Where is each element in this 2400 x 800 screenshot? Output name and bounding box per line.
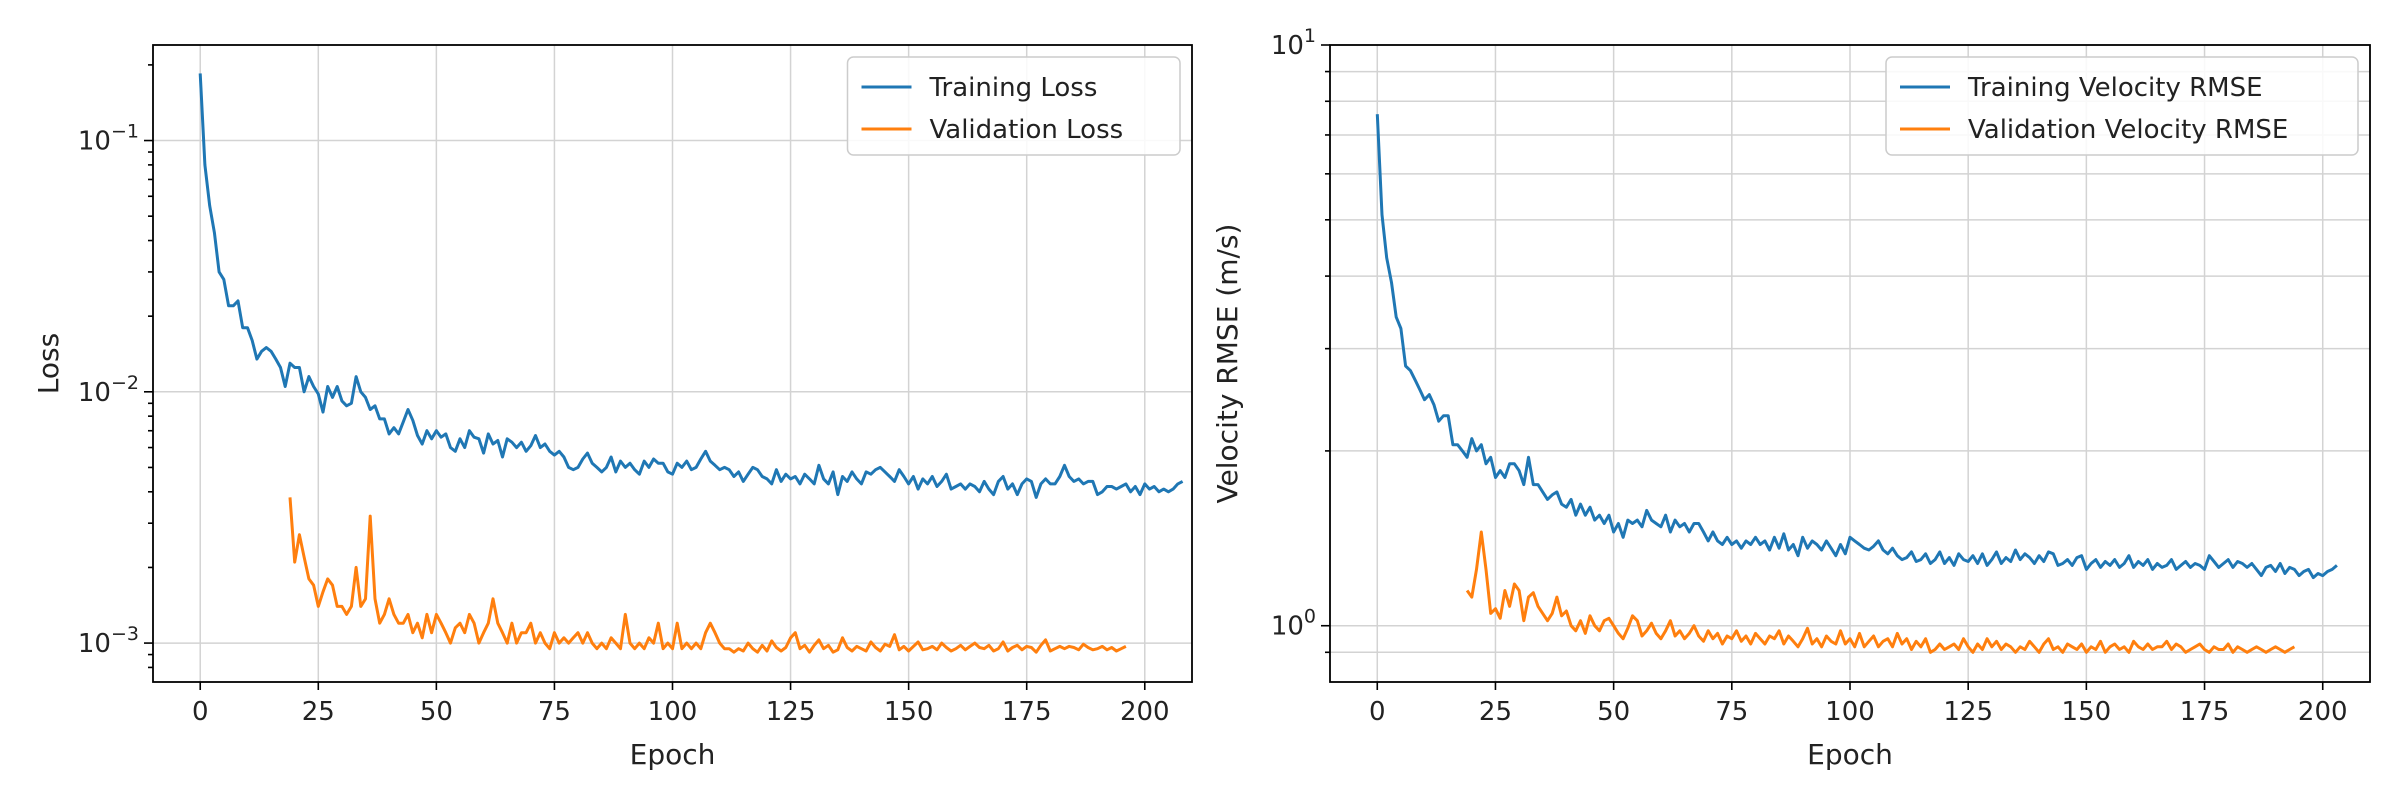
y-axis-label: Velocity RMSE (m/s) [1211,224,1244,504]
y-tick-label: 10−1 [78,121,139,157]
legend-entry-label: Validation Loss [930,115,1124,145]
x-tick-label: 75 [1715,697,1748,727]
legend-box [846,56,1181,156]
x-tick-label: 175 [1002,697,1052,727]
velocity-rmse-plot: 0 25 50 75 100 125 150 175 200 101 100 Epoch Velocit… [1211,25,2371,771]
legend-entry-label: Training Velocity RMSE [1967,73,2263,103]
x-tick-label: 25 [302,697,335,727]
x-tick-label: 150 [884,697,934,727]
x-tick-label: 50 [420,697,453,727]
x-tick-label: 175 [2180,697,2230,727]
legend: Training Loss Validation Loss [846,56,1181,156]
x-tick-label: 125 [1943,697,1993,727]
y-tick-label: 10−3 [78,623,139,659]
series-line-validation [1465,530,2296,654]
x-tick-label: 25 [1479,697,1512,727]
y-axis-label: Loss [32,333,65,394]
x-tick-label: 50 [1597,697,1630,727]
y-tick-label: 10−2 [78,372,139,408]
x-tick-label: 100 [1825,697,1875,727]
legend-entry-label: Training Loss [929,73,1098,103]
y-tick-label: 101 [1271,25,1316,61]
loss-plot: 0 25 50 75 100 125 150 175 200 10−1 10−2 10−3 Epoch L… [32,44,1193,771]
x-tick-label: 75 [538,697,571,727]
x-tick-label: 200 [2298,697,2348,727]
x-tick-label: 200 [1120,697,1170,727]
x-tick-label: 0 [1369,697,1386,727]
series-line-validation [288,497,1127,654]
series-line-training [198,73,1184,499]
legend-box [1885,56,2359,156]
x-tick-label: 150 [2062,697,2112,727]
series-line-training [1375,114,2338,580]
legend: Training Velocity RMSE Validation Velocit… [1885,56,2359,156]
x-axis-label: Epoch [1807,738,1893,771]
legend-entry-label: Validation Velocity RMSE [1968,115,2288,145]
x-tick-label: 100 [648,697,698,727]
x-axis-label: Epoch [630,738,716,771]
x-tick-label: 0 [192,697,209,727]
x-tick-label: 125 [766,697,816,727]
y-tick-label: 100 [1271,606,1316,642]
